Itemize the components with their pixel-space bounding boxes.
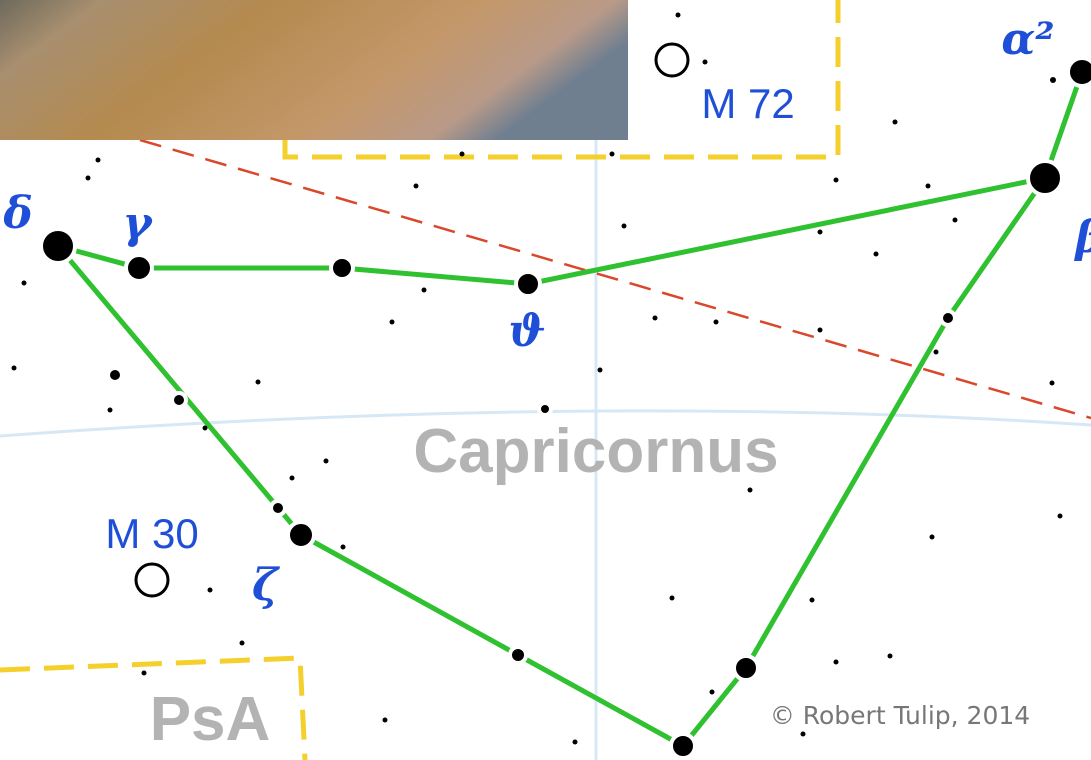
boundary bbox=[0, 655, 308, 760]
boundary bbox=[282, 0, 841, 160]
constellation-name: Capricornus bbox=[413, 417, 778, 486]
cluster bbox=[134, 562, 170, 598]
copyright: © Robert Tulip, 2014 bbox=[770, 701, 1030, 730]
asterism bbox=[56, 71, 1085, 750]
cluster bbox=[654, 42, 690, 78]
star-label: γ bbox=[122, 198, 153, 249]
star-label: ϑ bbox=[508, 306, 545, 357]
star-label: δ bbox=[2, 188, 32, 239]
object-label: M 72 bbox=[701, 80, 794, 127]
ecliptic bbox=[139, 138, 1091, 420]
object-label: M 30 bbox=[105, 510, 198, 557]
neighbor-name: PsA bbox=[150, 685, 271, 754]
photo bbox=[0, 0, 628, 140]
star-label: α² bbox=[1001, 14, 1054, 65]
star-label: β bbox=[1073, 212, 1091, 263]
stars bbox=[39, 56, 1091, 760]
parallel bbox=[0, 409, 1091, 438]
faint-stars bbox=[11, 12, 1063, 745]
star-label: ζ bbox=[252, 560, 280, 611]
